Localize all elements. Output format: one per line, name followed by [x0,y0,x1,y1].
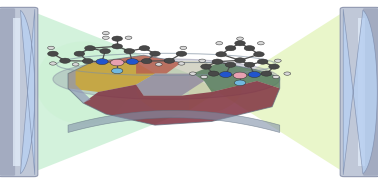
Circle shape [125,36,132,39]
Circle shape [273,75,279,79]
Circle shape [254,52,264,57]
Circle shape [126,59,138,65]
Circle shape [155,63,162,66]
Circle shape [176,51,187,56]
Circle shape [201,64,211,69]
Circle shape [233,72,247,79]
Polygon shape [68,63,155,92]
Circle shape [60,58,70,63]
Circle shape [257,59,268,64]
Circle shape [208,71,219,76]
Circle shape [234,80,246,86]
FancyBboxPatch shape [340,7,378,177]
Circle shape [110,59,124,66]
Circle shape [50,62,56,65]
Circle shape [225,62,236,67]
Circle shape [269,64,279,69]
Circle shape [112,36,122,41]
Circle shape [139,46,150,51]
Circle shape [220,72,232,77]
Circle shape [48,46,54,49]
FancyBboxPatch shape [363,8,378,176]
Circle shape [48,51,58,56]
Circle shape [235,58,245,63]
Ellipse shape [136,61,242,116]
Polygon shape [36,13,189,171]
Circle shape [112,44,122,49]
Circle shape [164,58,175,63]
Ellipse shape [53,59,280,99]
Circle shape [141,59,152,64]
Polygon shape [68,110,280,132]
Circle shape [180,46,187,49]
Circle shape [124,49,135,54]
Circle shape [235,41,245,46]
Circle shape [72,63,79,66]
Circle shape [74,51,85,56]
Circle shape [150,51,160,56]
Circle shape [237,37,243,40]
Circle shape [96,59,108,65]
Circle shape [112,68,123,74]
Circle shape [102,36,109,39]
Circle shape [201,75,208,79]
Bar [358,18,365,166]
Polygon shape [136,74,204,96]
Circle shape [274,59,281,62]
Polygon shape [83,81,280,125]
Polygon shape [91,55,181,74]
Polygon shape [20,9,35,175]
FancyBboxPatch shape [0,7,38,177]
Circle shape [244,46,255,51]
Circle shape [257,42,264,45]
Polygon shape [343,9,377,175]
Ellipse shape [36,41,130,124]
Bar [13,18,20,166]
Circle shape [100,49,110,54]
Circle shape [212,59,223,64]
Polygon shape [189,13,342,171]
Circle shape [244,62,255,67]
Polygon shape [193,63,280,92]
Circle shape [225,46,236,51]
Circle shape [261,71,272,76]
FancyBboxPatch shape [0,8,15,176]
Circle shape [178,62,185,65]
Circle shape [102,31,109,35]
Circle shape [284,72,291,75]
Circle shape [216,52,226,57]
Circle shape [199,59,206,62]
Circle shape [189,72,196,75]
Circle shape [248,72,260,77]
Polygon shape [68,70,91,103]
Circle shape [85,46,95,51]
Circle shape [82,59,93,64]
Circle shape [216,42,223,45]
